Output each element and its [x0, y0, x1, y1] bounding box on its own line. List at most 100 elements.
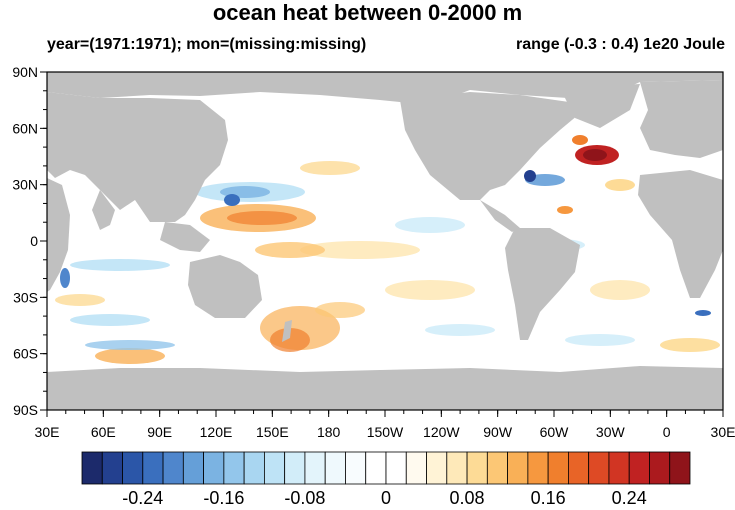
colorbar-swatch	[324, 451, 346, 485]
subtitle-right: range (-0.3 : 0.4) 1e20 Joule	[516, 36, 725, 53]
lat-tick-label: 60N	[12, 120, 38, 136]
anomaly-patch	[524, 170, 536, 182]
new-zealand-land	[282, 320, 292, 342]
anomaly-patch	[55, 294, 105, 306]
colorbar-tick-label: -0.24	[122, 488, 163, 508]
anomaly-patch	[572, 135, 588, 145]
anomaly-patch	[70, 314, 150, 326]
colorbar-swatch	[304, 451, 326, 485]
antarctica-land	[47, 366, 723, 410]
anomaly-patch	[60, 268, 70, 288]
colorbar: -0.24 -0.16 -0.08 0 0.08 0.16 0.24	[81, 451, 691, 508]
land-masses	[47, 72, 723, 410]
colorbar-swatch	[426, 451, 448, 485]
longitude-axis: 30E 60E 90E 120E 150E 180 150W 120W 90W 60W 30W 0 30…	[35, 410, 735, 440]
colorbar-swatch	[365, 451, 387, 485]
lat-tick-label: 30N	[12, 177, 38, 193]
colorbar-swatch	[81, 451, 103, 485]
anomaly-patch	[85, 340, 175, 350]
asia-land	[47, 92, 228, 222]
anomaly-patch	[565, 334, 635, 346]
lon-tick-label: 90W	[483, 424, 513, 440]
lon-tick-label: 150W	[367, 424, 404, 440]
colorbar-swatch	[122, 451, 144, 485]
lat-tick-label: 60S	[13, 346, 38, 362]
colorbar-swatch	[608, 451, 630, 485]
colorbar-swatch	[588, 451, 610, 485]
lat-tick-label: 0	[30, 233, 38, 249]
anomaly-patch	[425, 324, 495, 336]
subtitle-left: year=(1971:1971); mon=(missing:missing)	[47, 36, 367, 53]
colorbar-tick-label: -0.08	[284, 488, 325, 508]
lat-tick-label: 30S	[13, 289, 38, 305]
colorbar-swatch	[628, 451, 650, 485]
colorbar-swatch	[527, 451, 549, 485]
colorbar-swatch	[669, 451, 691, 485]
lon-tick-label: 60W	[540, 424, 570, 440]
colorbar-swatch	[182, 451, 204, 485]
colorbar-swatch	[345, 451, 367, 485]
lon-tick-label: 0	[663, 424, 671, 440]
lon-tick-label: 30W	[596, 424, 626, 440]
anomaly-patch	[70, 259, 170, 271]
colorbar-swatch	[547, 451, 569, 485]
colorbar-swatch	[101, 451, 123, 485]
lat-tick-label: 90S	[13, 402, 38, 418]
anomaly-patch	[695, 310, 711, 316]
anomaly-patch	[270, 328, 310, 352]
africa-east-land	[47, 178, 70, 292]
colorbar-swatch	[507, 451, 529, 485]
colorbar-swatch	[446, 451, 468, 485]
europe-land	[640, 80, 723, 158]
lon-tick-label: 120W	[423, 424, 460, 440]
anomaly-patch	[300, 161, 360, 175]
anomaly-patch	[557, 206, 573, 214]
colorbar-swatch	[568, 451, 590, 485]
colorbar-tick-label: -0.16	[203, 488, 244, 508]
lon-tick-label: 60E	[91, 424, 116, 440]
colorbar-swatch	[203, 451, 225, 485]
anomaly-patch	[583, 149, 607, 161]
greenland-land	[560, 84, 640, 128]
anomaly-patch	[255, 242, 325, 258]
australia-land	[188, 255, 262, 318]
colorbar-swatch	[142, 451, 164, 485]
colorbar-swatch	[284, 451, 306, 485]
map-panel	[46, 71, 724, 411]
anomaly-patch	[385, 280, 475, 300]
anomaly-patch	[300, 241, 420, 259]
latitude-axis: 90N 60N 30N 0 30S 60S 90S	[12, 64, 47, 418]
india-land	[92, 190, 115, 230]
south-america-land	[505, 228, 580, 340]
colorbar-tick-label: 0.24	[612, 488, 647, 508]
colorbar-swatch	[243, 451, 265, 485]
ocean-anomaly-field	[55, 135, 720, 364]
maritime-continent-land	[160, 222, 210, 252]
colorbar-swatch	[385, 451, 407, 485]
lon-tick-label: 30E	[711, 424, 735, 440]
colorbar-tick-label: 0.16	[531, 488, 566, 508]
africa-land	[638, 170, 723, 298]
plot-title: ocean heat between 0-2000 m	[212, 0, 523, 25]
colorbar-swatch	[263, 451, 286, 485]
anomaly-patch	[395, 217, 465, 233]
colorbar-swatch	[466, 451, 488, 485]
colorbar-swatch	[486, 451, 509, 485]
colorbar-tick-label: 0.08	[450, 488, 485, 508]
lat-tick-label: 90N	[12, 64, 38, 80]
lon-tick-label: 30E	[35, 424, 60, 440]
colorbar-tick-label: 0	[381, 488, 391, 508]
colorbar-swatch	[649, 451, 671, 485]
anomaly-patch	[95, 348, 165, 364]
central-america-land	[480, 200, 520, 232]
anomaly-patch	[605, 179, 635, 191]
anomaly-patch	[660, 338, 720, 352]
lon-tick-label: 150E	[256, 424, 289, 440]
lon-tick-label: 120E	[200, 424, 233, 440]
anomaly-patch	[227, 211, 297, 225]
colorbar-swatch	[162, 451, 184, 485]
lon-tick-label: 90E	[147, 424, 172, 440]
anomaly-patch	[590, 280, 650, 300]
anomaly-patch	[224, 194, 240, 206]
